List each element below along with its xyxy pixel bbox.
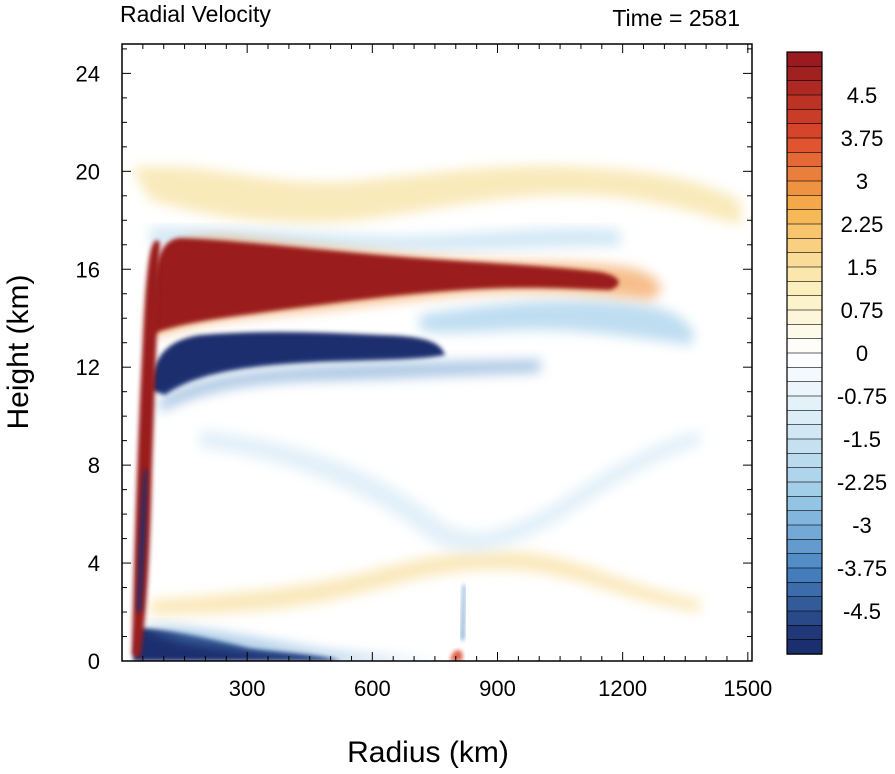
colorbar-cell bbox=[786, 582, 823, 598]
colorbar-cell bbox=[786, 567, 823, 584]
colorbar-label: 2.25 bbox=[841, 212, 884, 237]
field-upper-inflow-layer bbox=[150, 331, 445, 395]
x-tick-label: 1500 bbox=[723, 676, 772, 701]
y-tick-label: 12 bbox=[76, 355, 100, 380]
colorbar-label: -1.5 bbox=[843, 427, 881, 452]
chart-title: Radial Velocity bbox=[120, 1, 271, 27]
colorbar-cell bbox=[786, 338, 823, 354]
colorbar-cell bbox=[786, 109, 823, 125]
x-tick-label: 600 bbox=[354, 676, 391, 701]
colorbar-label: -0.75 bbox=[837, 384, 887, 409]
chart-subtitle: Time = 2581 bbox=[612, 5, 740, 31]
plot-area: 300 600 900 1200 1500 0 4 8 12 16 20 24 bbox=[76, 43, 772, 701]
colorbar-cell bbox=[786, 166, 823, 182]
colorbar-cell bbox=[786, 367, 823, 383]
colorbar-cell bbox=[786, 496, 823, 512]
colorbar-cell bbox=[786, 510, 823, 526]
colorbar-cell bbox=[786, 596, 823, 612]
colorbar-label: -3 bbox=[852, 513, 872, 538]
axis-ticks bbox=[122, 44, 752, 662]
field-weak-midlevel-inflow bbox=[200, 430, 700, 552]
colorbar-label: 4.5 bbox=[847, 83, 878, 108]
velocity-field bbox=[132, 165, 742, 661]
colorbar-label: 1.5 bbox=[847, 255, 878, 280]
colorbar-border bbox=[786, 51, 823, 655]
y-tick-label: 16 bbox=[76, 257, 100, 282]
colorbar-cell bbox=[786, 94, 823, 111]
field-weak-midlevel-outflow bbox=[150, 551, 700, 615]
colorbar-label: 3.75 bbox=[841, 126, 884, 151]
colorbar-cell bbox=[786, 266, 823, 283]
colorbar-cell bbox=[786, 639, 823, 655]
field-eyewall-inflow bbox=[137, 470, 147, 612]
x-tick-label: 900 bbox=[479, 676, 516, 701]
x-tick-label: 300 bbox=[229, 676, 266, 701]
colorbar-cells bbox=[786, 51, 823, 655]
field-local-inflow-streak bbox=[461, 585, 465, 640]
colorbar-cell bbox=[786, 324, 823, 340]
y-tick-label: 20 bbox=[76, 159, 100, 184]
colorbar-cell bbox=[786, 123, 823, 139]
field-upper-inflow-halo bbox=[160, 360, 540, 412]
x-axis-label: Radius (km) bbox=[347, 736, 509, 769]
field-local-outflow-spot bbox=[450, 650, 463, 661]
colorbar-cell bbox=[786, 137, 823, 154]
field-eyewall-outflow bbox=[132, 240, 160, 658]
x-tick-label: 1200 bbox=[598, 676, 647, 701]
field-weak-midupper-inflow bbox=[420, 299, 694, 345]
colorbar-cell bbox=[786, 539, 823, 555]
x-tick-labels: 300 600 900 1200 1500 bbox=[229, 676, 772, 701]
y-tick-label: 4 bbox=[88, 551, 100, 576]
colorbar-cell bbox=[786, 553, 823, 569]
colorbar-cell bbox=[786, 281, 823, 297]
field-outflow-jet-core bbox=[150, 238, 619, 335]
colorbar-cell bbox=[786, 209, 823, 225]
colorbar-labels: 4.5 3.75 3 2.25 1.5 0.75 0 -0.75 -1.5 -2.25 -3 -3.7… bbox=[837, 83, 887, 624]
colorbar-cell bbox=[786, 381, 823, 397]
colorbar-cell bbox=[786, 410, 823, 426]
plot-border bbox=[121, 43, 753, 662]
colorbar-label: -4.5 bbox=[843, 599, 881, 624]
y-tick-labels: 0 4 8 12 16 20 24 bbox=[76, 61, 100, 674]
colorbar-label: -3.75 bbox=[837, 556, 887, 581]
colorbar-cell bbox=[786, 625, 823, 641]
colorbar-cell bbox=[786, 66, 823, 82]
colorbar-cell bbox=[786, 309, 823, 326]
colorbar-label: 0 bbox=[856, 341, 868, 366]
colorbar: 4.5 3.75 3 2.25 1.5 0.75 0 -0.75 -1.5 -2.25 -3 -3.7… bbox=[786, 51, 887, 655]
colorbar-cell bbox=[786, 424, 823, 440]
colorbar-cell bbox=[786, 524, 823, 541]
y-tick-label: 24 bbox=[76, 61, 100, 86]
colorbar-cell bbox=[786, 453, 823, 469]
colorbar-label: 0.75 bbox=[841, 298, 884, 323]
colorbar-cell bbox=[786, 195, 823, 211]
y-tick-label: 0 bbox=[88, 649, 100, 674]
colorbar-cell bbox=[786, 352, 823, 369]
colorbar-cell bbox=[786, 180, 823, 197]
colorbar-cell bbox=[786, 295, 823, 311]
colorbar-cell bbox=[786, 395, 823, 412]
colorbar-cell bbox=[786, 152, 823, 168]
colorbar-label: 3 bbox=[856, 169, 868, 194]
field-weak-upper-outflow bbox=[132, 165, 742, 225]
colorbar-label: -2.25 bbox=[837, 470, 887, 495]
y-axis-label: Height (km) bbox=[2, 274, 35, 429]
colorbar-cell bbox=[786, 467, 823, 483]
colorbar-cell bbox=[786, 223, 823, 240]
colorbar-cell bbox=[786, 252, 823, 268]
colorbar-cell bbox=[786, 80, 823, 96]
colorbar-cell bbox=[786, 438, 823, 455]
y-tick-label: 8 bbox=[88, 453, 100, 478]
colorbar-cell bbox=[786, 238, 823, 254]
colorbar-cell bbox=[786, 610, 823, 627]
colorbar-cell bbox=[786, 481, 823, 498]
field-boundary-layer-inflow-halo bbox=[137, 625, 440, 661]
colorbar-cell bbox=[786, 51, 823, 68]
